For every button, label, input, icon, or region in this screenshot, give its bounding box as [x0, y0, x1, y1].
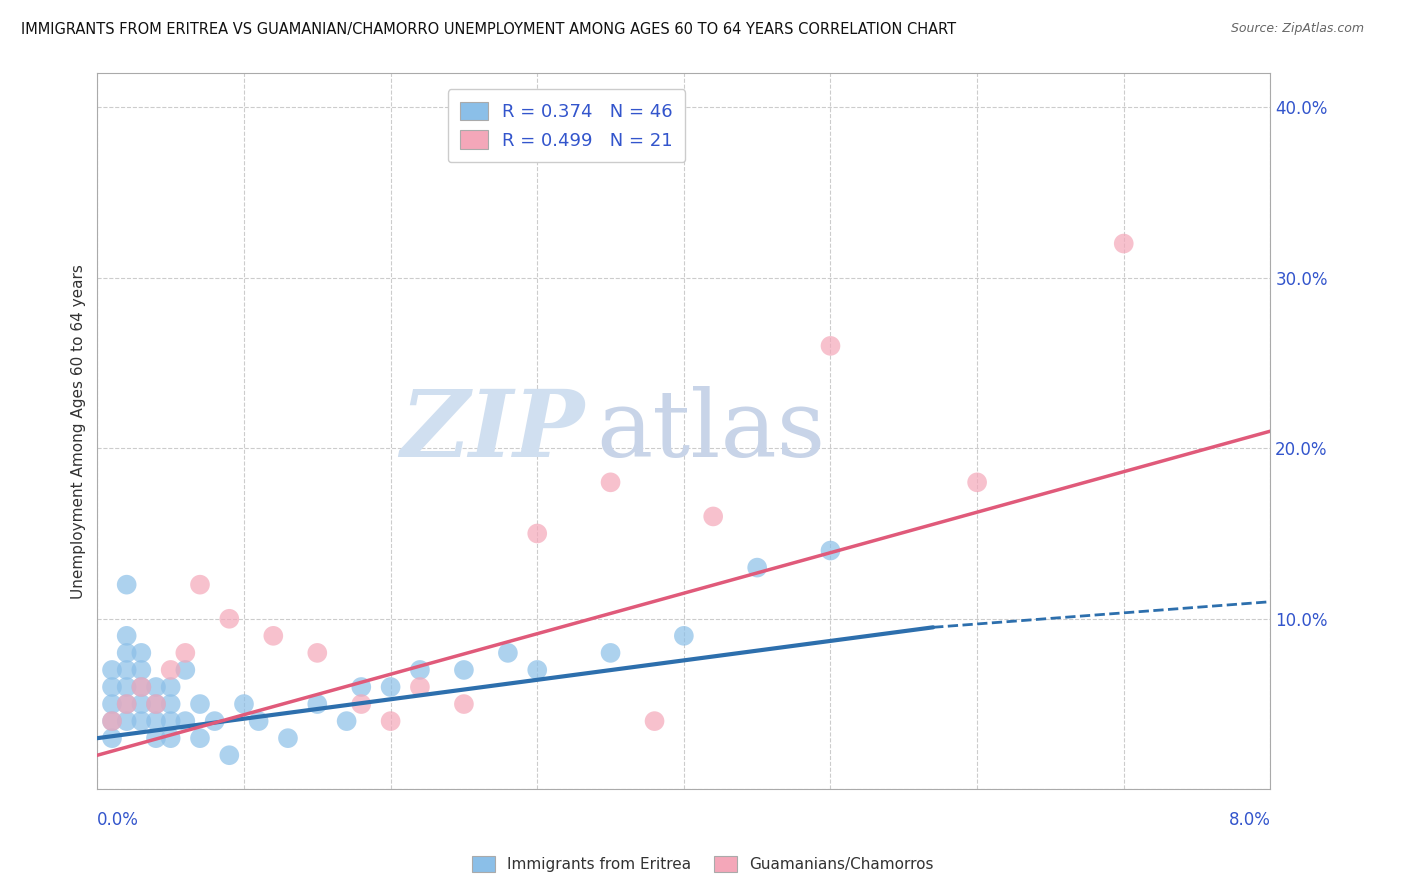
Point [644, 714, 666, 728]
Point [174, 714, 197, 728]
Point [101, 714, 124, 728]
Point [307, 697, 329, 711]
Point [380, 680, 402, 694]
Point [702, 509, 724, 524]
Point [188, 731, 211, 746]
Point [247, 714, 270, 728]
Point [145, 680, 167, 694]
Point [262, 629, 284, 643]
Point [496, 646, 519, 660]
Point [145, 697, 167, 711]
Point [115, 714, 138, 728]
Point [101, 731, 124, 746]
Point [380, 714, 402, 728]
Point [115, 577, 138, 591]
Point [174, 663, 197, 677]
Point [101, 714, 124, 728]
Point [188, 697, 211, 711]
Point [145, 714, 167, 728]
Point [218, 612, 240, 626]
Point [336, 714, 359, 728]
Text: Source: ZipAtlas.com: Source: ZipAtlas.com [1230, 22, 1364, 36]
Point [277, 731, 299, 746]
Point [453, 663, 475, 677]
Point [115, 646, 138, 660]
Text: atlas: atlas [596, 386, 825, 476]
Point [159, 697, 181, 711]
Point [159, 731, 181, 746]
Point [599, 646, 621, 660]
Point [526, 663, 548, 677]
Point [672, 629, 695, 643]
Point [115, 680, 138, 694]
Point [115, 697, 138, 711]
Point [526, 526, 548, 541]
Legend: R = 0.374   N = 46, R = 0.499   N = 21: R = 0.374 N = 46, R = 0.499 N = 21 [449, 89, 685, 162]
Point [409, 680, 432, 694]
Point [131, 646, 153, 660]
Point [159, 663, 181, 677]
Point [966, 475, 988, 490]
Point [233, 697, 256, 711]
Point [101, 697, 124, 711]
Point [145, 731, 167, 746]
Point [599, 475, 621, 490]
Point [131, 697, 153, 711]
Point [115, 697, 138, 711]
Point [101, 663, 124, 677]
Point [159, 714, 181, 728]
Point [115, 663, 138, 677]
Text: 8.0%: 8.0% [1229, 811, 1271, 829]
Point [188, 577, 211, 591]
Point [820, 339, 842, 353]
Point [350, 680, 373, 694]
Point [218, 748, 240, 763]
Point [453, 697, 475, 711]
Point [174, 646, 197, 660]
Point [115, 629, 138, 643]
Legend: Immigrants from Eritrea, Guamanians/Chamorros: Immigrants from Eritrea, Guamanians/Cham… [464, 848, 942, 880]
Point [307, 646, 329, 660]
Text: 0.0%: 0.0% [97, 811, 139, 829]
Point [820, 543, 842, 558]
Point [159, 680, 181, 694]
Point [747, 560, 769, 574]
Point [204, 714, 226, 728]
Point [350, 697, 373, 711]
Point [131, 714, 153, 728]
Text: IMMIGRANTS FROM ERITREA VS GUAMANIAN/CHAMORRO UNEMPLOYMENT AMONG AGES 60 TO 64 Y: IMMIGRANTS FROM ERITREA VS GUAMANIAN/CHA… [21, 22, 956, 37]
Point [101, 680, 124, 694]
Point [1112, 236, 1135, 251]
Point [131, 663, 153, 677]
Point [131, 680, 153, 694]
Point [409, 663, 432, 677]
Text: ZIP: ZIP [399, 386, 583, 476]
Y-axis label: Unemployment Among Ages 60 to 64 years: Unemployment Among Ages 60 to 64 years [72, 264, 86, 599]
Point [131, 680, 153, 694]
Point [145, 697, 167, 711]
